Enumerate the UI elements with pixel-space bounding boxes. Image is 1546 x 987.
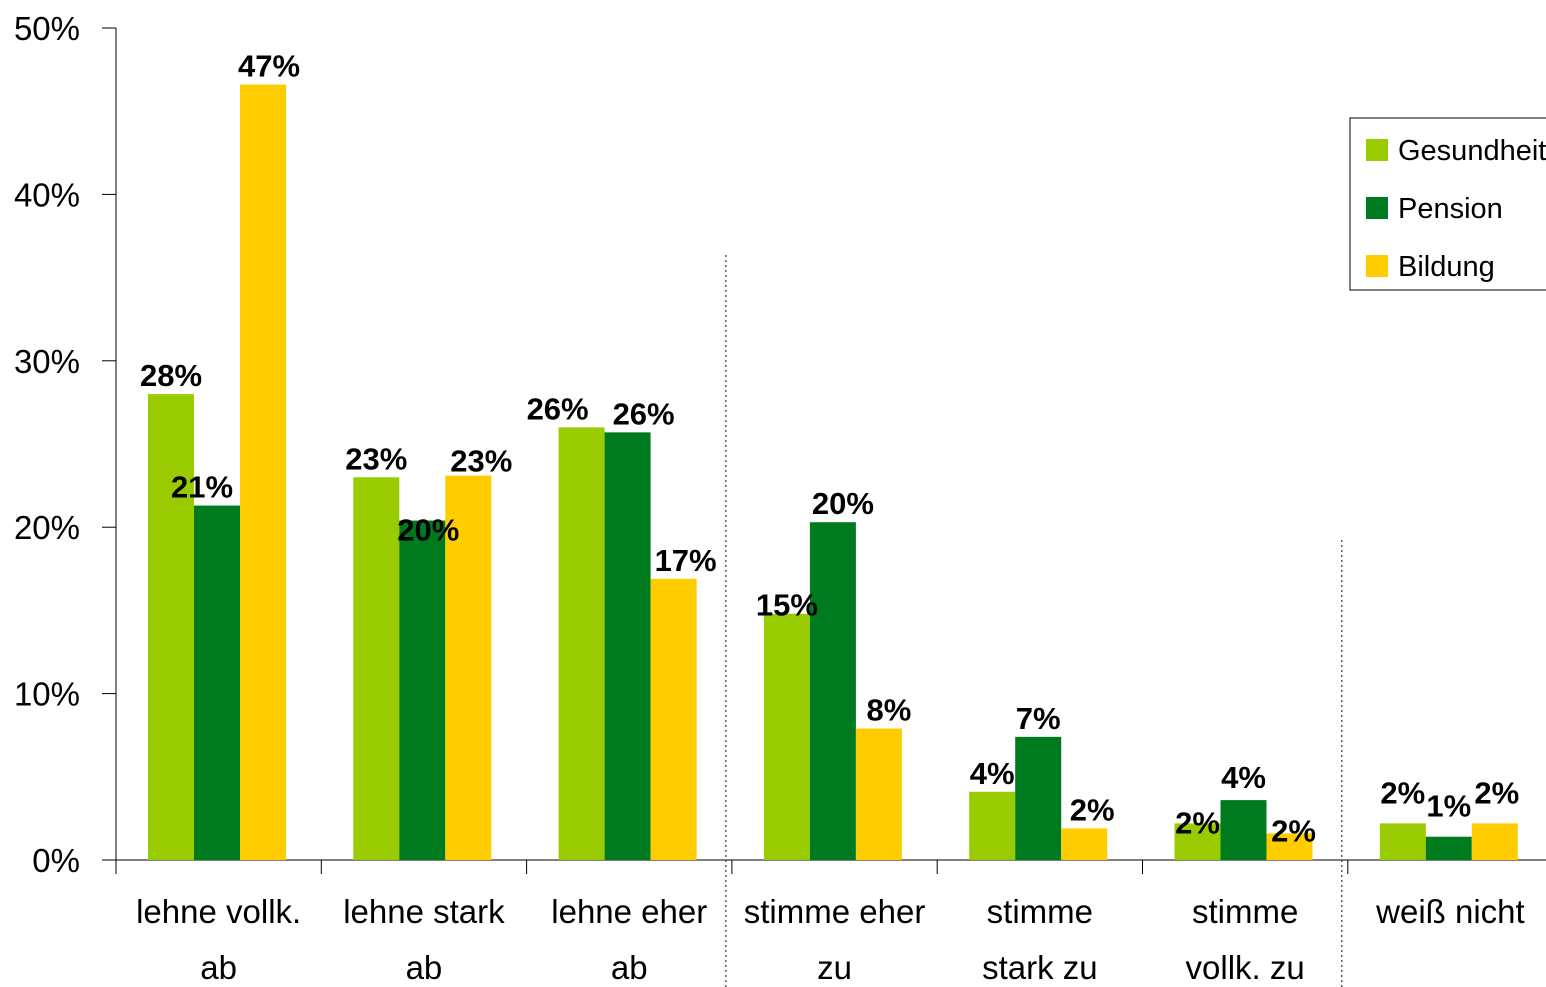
data-label: 1% [1426, 789, 1471, 824]
bar-bildung [445, 475, 492, 860]
x-category-label: weiß nicht [1375, 893, 1525, 930]
data-label: 2% [1474, 775, 1519, 810]
legend-label: Pension [1398, 193, 1503, 225]
y-tick-label: 10% [14, 676, 80, 713]
bar-pension [399, 520, 446, 860]
x-category-label: ab [200, 949, 237, 986]
x-category-label: stimme [987, 893, 1093, 930]
x-category-label: lehne eher [551, 893, 707, 930]
x-category-label: ab [611, 949, 648, 986]
data-label: 8% [866, 693, 911, 728]
legend: Gesundheit Pension Bildung [1349, 117, 1546, 291]
data-label: 17% [655, 543, 717, 578]
data-label: 4% [1221, 760, 1266, 795]
x-category-label: vollk. zu [1186, 949, 1305, 986]
data-label: 2% [1070, 792, 1115, 827]
y-axis: 0% 10% 20% 30% 40% 50% [14, 10, 117, 879]
data-label: 26% [613, 396, 675, 431]
x-category-label: lehne stark [343, 893, 505, 930]
data-label: 15% [756, 588, 818, 623]
y-tick-label: 0% [32, 842, 80, 879]
bar-bildung [855, 728, 902, 860]
legend-swatch-gesundheit [1366, 139, 1388, 161]
bar-pension [1015, 736, 1062, 860]
bar-pension [604, 432, 651, 860]
bar-gesundheit [1174, 823, 1221, 860]
data-label: 2% [1175, 805, 1220, 840]
bar-bildung [1266, 833, 1313, 860]
data-label: 21% [171, 470, 233, 505]
y-tick-label: 50% [14, 10, 80, 47]
x-category-label: zu [817, 949, 852, 986]
bar-bildung [240, 84, 286, 861]
bar-gesundheit [353, 477, 400, 860]
bar-pension [1220, 800, 1267, 860]
bar-pension [194, 505, 240, 860]
x-axis: lehne vollk. ab lehne stark ab lehne eher ab s… [115, 859, 1546, 986]
legend-label: Bildung [1398, 251, 1495, 283]
bar-gesundheit [1379, 823, 1426, 860]
y-tick-label: 20% [14, 509, 80, 546]
data-label: 23% [345, 441, 407, 476]
bar-gesundheit [558, 427, 605, 860]
data-label: 20% [812, 486, 874, 521]
data-label: 4% [970, 756, 1015, 791]
x-category-label: stimme eher [744, 893, 926, 930]
bar-gesundheit [969, 791, 1016, 860]
bar-gesundheit [148, 394, 194, 860]
group-separators [725, 255, 1343, 987]
data-label: 2% [1271, 813, 1316, 848]
data-label: 23% [450, 444, 512, 479]
x-category-label: stimme [1192, 893, 1298, 930]
y-tick-label: 30% [14, 343, 80, 380]
legend-swatch-pension [1366, 197, 1388, 219]
data-label: 47% [238, 49, 300, 84]
legend-swatch-bildung [1366, 255, 1388, 277]
bar-pension [809, 522, 856, 860]
data-label: 28% [140, 358, 202, 393]
legend-label: Gesundheit [1398, 135, 1546, 167]
data-label: 20% [397, 513, 459, 548]
x-category-label: ab [406, 949, 443, 986]
data-labels: 28%23%26%15%4%2%2%21%20%26%20%7%4%1%47%2… [140, 49, 1519, 849]
bar-bildung [1471, 823, 1518, 860]
bar-gesundheit [763, 613, 810, 860]
bar-pension [1425, 836, 1472, 860]
data-label: 2% [1380, 775, 1425, 810]
x-category-label: stark zu [982, 949, 1098, 986]
x-category-label: lehne vollk. [136, 893, 301, 930]
data-label: 26% [527, 391, 589, 426]
y-tick-label: 40% [14, 176, 80, 213]
bars [148, 84, 1518, 861]
bar-bildung [650, 578, 697, 860]
bar-bildung [1061, 828, 1108, 860]
data-label: 7% [1016, 701, 1061, 736]
